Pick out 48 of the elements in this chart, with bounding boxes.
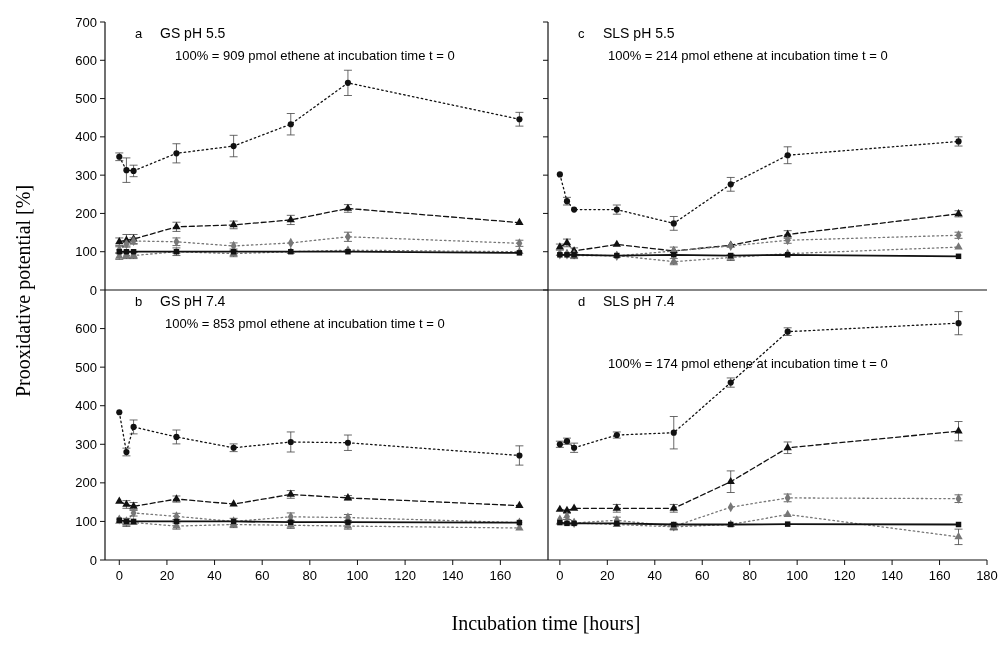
chart-title: GS pH 7.4	[160, 293, 226, 309]
y-tick-label: 100	[75, 244, 97, 260]
x-tick-label: 0	[556, 568, 564, 583]
x-tick-label: 120	[394, 568, 416, 583]
x-tick-label: 180	[976, 568, 998, 583]
x-tick-label: 40	[647, 568, 663, 583]
x-tick-label: 80	[302, 568, 318, 583]
annotation: 100% = 174 pmol ethene at incubation time t = 0	[608, 356, 888, 371]
annotation: 100% = 214 pmol ethene at incubation time t = 0	[608, 48, 888, 63]
y-tick-label: 100	[75, 513, 97, 529]
y-tick-label: 300	[75, 167, 97, 183]
x-tick-label: 0	[115, 568, 123, 583]
annotation: 100% = 853 pmol ethene at incubation time t = 0	[165, 316, 445, 331]
y-tick-label: 700	[75, 14, 97, 30]
annotation: 100% = 909 pmol ethene at incubation time t = 0	[175, 48, 455, 63]
y-tick-label: 200	[75, 205, 97, 221]
x-tick-label: 40	[207, 568, 222, 583]
x-tick-label: 120	[833, 568, 856, 583]
x-tick-label: 60	[695, 568, 710, 583]
x-tick-label: 80	[742, 568, 757, 583]
x-tick-label: 140	[441, 568, 464, 583]
chart-title: SLS pH 7.4	[603, 293, 675, 309]
y-tick-label: 0	[89, 282, 97, 298]
y-tick-label: 200	[75, 475, 97, 491]
x-tick-label: 160	[489, 568, 512, 583]
x-axis-title: Incubation time [hours]	[451, 612, 641, 634]
y-tick-label: 300	[75, 436, 97, 452]
x-tick-label: 100	[786, 568, 809, 583]
y-tick-label: 400	[75, 129, 97, 145]
y-tick-label: 0	[89, 552, 97, 568]
y-tick-label: 500	[75, 359, 97, 375]
y-tick-label: 400	[75, 398, 97, 414]
y-tick-label: 500	[75, 91, 97, 107]
y-axis-title: Prooxidative potential [%]	[12, 184, 35, 398]
chart-title: GS pH 5.5	[160, 25, 226, 41]
x-tick-label: 60	[254, 568, 270, 583]
annotation: b	[135, 294, 143, 309]
x-tick-label: 20	[600, 568, 615, 583]
x-tick-label: 100	[346, 568, 369, 583]
x-tick-label: 140	[881, 568, 903, 583]
chart-title: SLS pH 5.5	[603, 25, 675, 41]
annotation: a	[135, 26, 143, 41]
y-tick-label: 600	[75, 52, 97, 68]
annotation: d	[578, 294, 586, 309]
x-tick-label: 20	[159, 568, 175, 583]
x-tick-label: 160	[928, 568, 951, 583]
y-tick-label: 600	[75, 321, 97, 337]
annotation: c	[578, 26, 585, 41]
